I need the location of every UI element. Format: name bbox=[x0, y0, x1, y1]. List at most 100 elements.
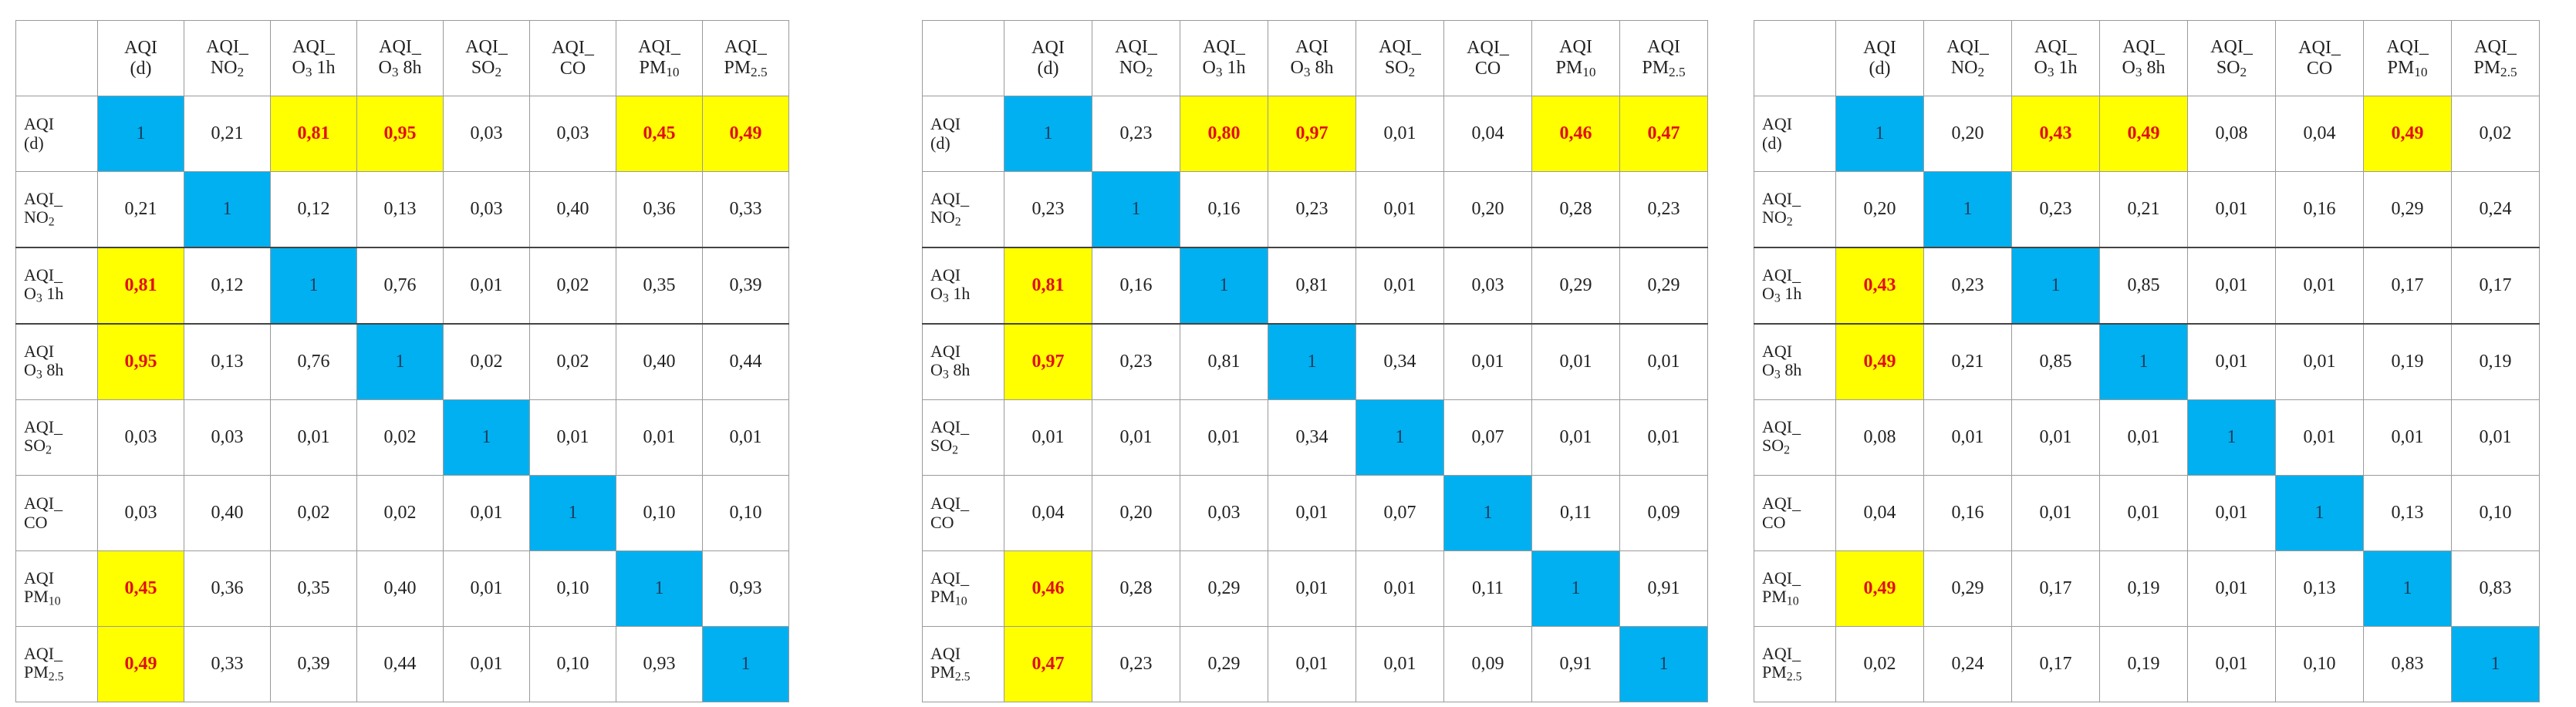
column-header-aqi-d: AQI (d) bbox=[97, 20, 184, 96]
correlation-table-1: AQI (d) AQI_ NO2 AQI_ O3 1h AQI_ O3 8h AQI_ SO2 AQ… bbox=[15, 20, 789, 702]
value-cell: 0,21 bbox=[2099, 171, 2188, 248]
table-row: AQI_ SO2 0,01 0,01 0,01 0,34 1 0,07 0,01 0,01 bbox=[922, 399, 1708, 476]
row-header-aqi-pm10: AQI PM10 bbox=[15, 550, 98, 627]
diagonal-cell: 1 bbox=[616, 550, 703, 627]
value-cell: 0,09 bbox=[1619, 475, 1708, 551]
row-header-aqi-o3-1h: AQI O3 1h bbox=[922, 247, 1004, 325]
value-cell: 0,01 bbox=[2187, 626, 2276, 702]
value-cell: 0,01 bbox=[1268, 626, 1356, 702]
value-cell: 0,02 bbox=[2451, 96, 2540, 172]
value-cell: 0,03 bbox=[97, 475, 184, 551]
value-cell: 0,28 bbox=[1092, 550, 1180, 627]
value-cell: 0,20 bbox=[1923, 96, 2012, 172]
value-cell: 0,40 bbox=[356, 550, 444, 627]
corner-cell bbox=[922, 20, 1004, 96]
highlighted-cell: 0,45 bbox=[97, 550, 184, 627]
column-header-aqi-so2: AQI_ SO2 bbox=[443, 20, 530, 96]
value-cell: 0,07 bbox=[1443, 399, 1532, 476]
value-cell: 0,23 bbox=[1619, 171, 1708, 248]
value-cell: 0,01 bbox=[443, 626, 530, 702]
value-cell: 0,91 bbox=[1531, 626, 1620, 702]
column-header-aqi-pm10: AQI_ PM10 bbox=[2363, 20, 2452, 96]
table-row: AQI_ PM2.5 0,49 0,33 0,39 0,44 0,01 0,10 0,93 1 bbox=[15, 626, 789, 702]
table-row: AQI_ PM10 0,46 0,28 0,29 0,01 0,01 0,11 1 0,91 bbox=[922, 550, 1708, 627]
column-header-aqi-pm10: AQI_ PM10 bbox=[616, 20, 703, 96]
value-cell: 0,01 bbox=[1356, 247, 1444, 325]
highlighted-cell: 0,49 bbox=[1835, 550, 1924, 627]
column-header-aqi-d: AQI (d) bbox=[1835, 20, 1924, 96]
value-cell: 0,16 bbox=[1092, 247, 1180, 325]
value-cell: 0,91 bbox=[1619, 550, 1708, 627]
highlighted-cell: 0,49 bbox=[2363, 96, 2452, 172]
table-row: AQI_ NO2 0,20 1 0,23 0,21 0,01 0,16 0,29 0,24 bbox=[1754, 171, 2540, 248]
value-cell: 0,01 bbox=[1619, 323, 1708, 400]
diagonal-cell: 1 bbox=[529, 475, 616, 551]
value-cell: 0,10 bbox=[2451, 475, 2540, 551]
row-header-aqi-co: AQI_ CO bbox=[1754, 475, 1836, 551]
value-cell: 0,03 bbox=[1180, 475, 1268, 551]
value-cell: 0,40 bbox=[529, 171, 616, 248]
value-cell: 0,01 bbox=[702, 399, 789, 476]
table-row: AQI O3 8h 0,97 0,23 0,81 1 0,34 0,01 0,01 0,01 bbox=[922, 323, 1708, 400]
value-cell: 0,01 bbox=[1356, 550, 1444, 627]
column-header-aqi-co: AQI_ CO bbox=[1443, 20, 1532, 96]
table-row: AQI_ SO2 0,03 0,03 0,01 0,02 1 0,01 0,01 0,01 bbox=[15, 399, 789, 476]
table-row: AQI_ CO 0,04 0,20 0,03 0,01 0,07 1 0,11 0,09 bbox=[922, 475, 1708, 551]
value-cell: 0,08 bbox=[2187, 96, 2276, 172]
value-cell: 0,93 bbox=[702, 550, 789, 627]
value-cell: 0,01 bbox=[2187, 475, 2276, 551]
value-cell: 0,10 bbox=[2275, 626, 2364, 702]
value-cell: 0,01 bbox=[2451, 399, 2540, 476]
row-header-aqi-pm2-5: AQI_ PM2.5 bbox=[15, 626, 98, 702]
column-header-aqi-pm2-5: AQI_ PM2.5 bbox=[2451, 20, 2540, 96]
row-header-aqi-no2: AQI_ NO2 bbox=[15, 171, 98, 248]
correlation-table-2: AQI (d) AQI_ NO2 AQI_ O3 1h AQI O3 8h AQI_ SO2 AQI… bbox=[922, 20, 1708, 702]
table-row: AQI_ O3 1h 0,81 0,12 1 0,76 0,01 0,02 0,35 0,39 bbox=[15, 247, 789, 325]
corner-cell bbox=[15, 20, 98, 96]
value-cell: 0,09 bbox=[1443, 626, 1532, 702]
value-cell: 0,17 bbox=[2011, 550, 2100, 627]
value-cell: 0,01 bbox=[1092, 399, 1180, 476]
value-cell: 0,23 bbox=[2011, 171, 2100, 248]
column-header-aqi-so2: AQI_ SO2 bbox=[2187, 20, 2276, 96]
row-header-aqi-o3-8h: AQI O3 8h bbox=[922, 323, 1004, 400]
value-cell: 0,35 bbox=[616, 247, 703, 325]
value-cell: 0,02 bbox=[356, 399, 444, 476]
highlighted-cell: 0,46 bbox=[1004, 550, 1092, 627]
value-cell: 0,19 bbox=[2099, 550, 2188, 627]
value-cell: 0,34 bbox=[1268, 399, 1356, 476]
value-cell: 0,01 bbox=[2187, 323, 2276, 400]
diagonal-cell: 1 bbox=[1268, 323, 1356, 400]
value-cell: 0,01 bbox=[2275, 323, 2364, 400]
row-header-aqi-o3-1h: AQI_ O3 1h bbox=[1754, 247, 1836, 325]
diagonal-cell: 1 bbox=[1835, 96, 1924, 172]
diagonal-cell: 1 bbox=[1180, 247, 1268, 325]
row-header-aqi-o3-8h: AQI O3 8h bbox=[1754, 323, 1836, 400]
value-cell: 0,20 bbox=[1835, 171, 1924, 248]
value-cell: 0,85 bbox=[2011, 323, 2100, 400]
value-cell: 0,19 bbox=[2363, 323, 2452, 400]
row-header-aqi-so2: AQI_ SO2 bbox=[1754, 399, 1836, 476]
value-cell: 0,03 bbox=[1443, 247, 1532, 325]
diagonal-cell: 1 bbox=[2099, 323, 2188, 400]
value-cell: 0,21 bbox=[184, 96, 271, 172]
value-cell: 0,16 bbox=[2275, 171, 2364, 248]
table-row: AQI_ PM10 0,49 0,29 0,17 0,19 0,01 0,13 1 0,83 bbox=[1754, 550, 2540, 627]
table-row: AQI O3 8h 0,49 0,21 0,85 1 0,01 0,01 0,19 0,19 bbox=[1754, 323, 2540, 400]
row-header-aqi-o3-1h: AQI_ O3 1h bbox=[15, 247, 98, 325]
highlighted-cell: 0,49 bbox=[97, 626, 184, 702]
value-cell: 0,01 bbox=[1356, 626, 1444, 702]
column-header-aqi-pm2-5: AQI_ PM2.5 bbox=[702, 20, 789, 96]
row-header-aqi-d: AQI (d) bbox=[1754, 96, 1836, 172]
value-cell: 0,02 bbox=[443, 323, 530, 400]
value-cell: 0,01 bbox=[2275, 399, 2364, 476]
column-header-aqi-pm10: AQI PM10 bbox=[1531, 20, 1620, 96]
column-header-aqi-o3-1h: AQI_ O3 1h bbox=[2011, 20, 2100, 96]
diagonal-cell: 1 bbox=[1923, 171, 2012, 248]
table-row: AQI PM2.5 0,47 0,23 0,29 0,01 0,01 0,09 0,91 1 bbox=[922, 626, 1708, 702]
value-cell: 0,83 bbox=[2363, 626, 2452, 702]
value-cell: 0,44 bbox=[356, 626, 444, 702]
correlation-table-3: AQI (d) AQI_ NO2 AQI_ O3 1h AQI_ O3 8h AQI_ SO2 AQ… bbox=[1754, 20, 2540, 702]
corner-cell bbox=[1754, 20, 1836, 96]
value-cell: 0,23 bbox=[1923, 247, 2012, 325]
